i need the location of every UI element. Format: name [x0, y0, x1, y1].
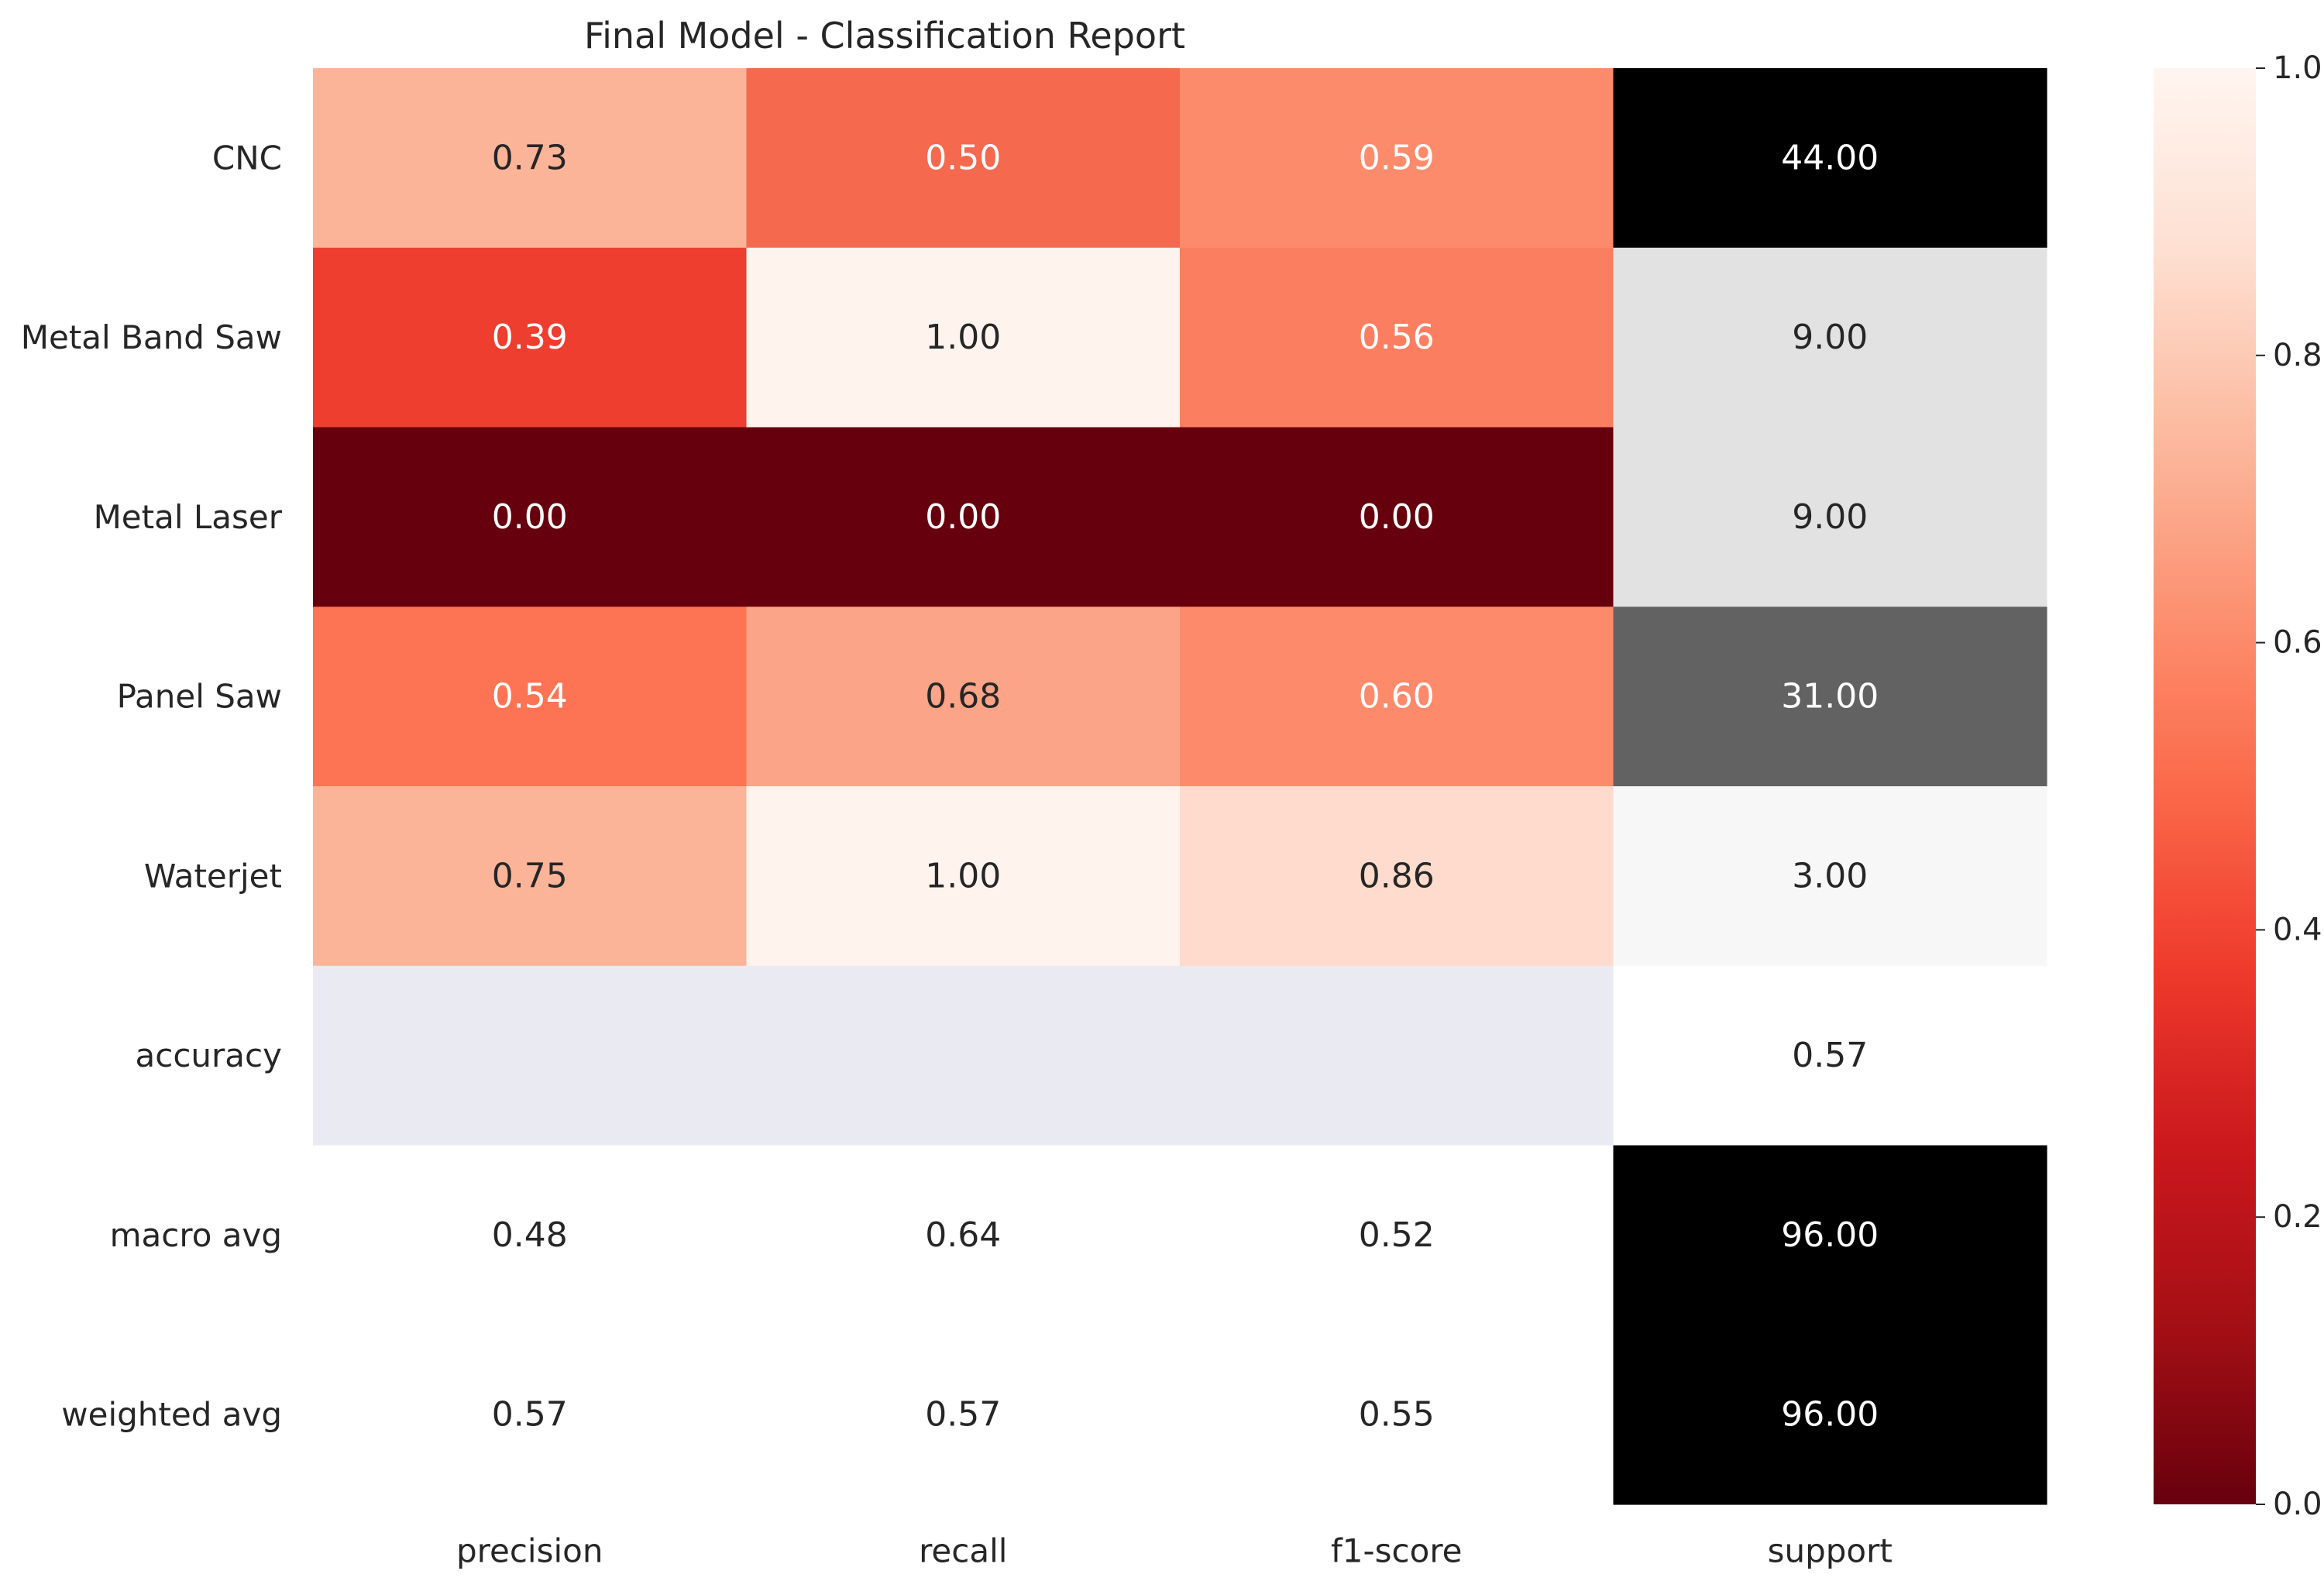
- cell-label-panel-saw-recall: 0.68: [925, 677, 1001, 717]
- column-label-support: support: [1768, 1532, 1893, 1570]
- cell-label-cnc-support: 44.00: [1781, 138, 1879, 177]
- colorbar-tick-label: 0.0: [2273, 1487, 2322, 1522]
- heatmap-cell-panel-saw-support: [1613, 607, 2047, 787]
- cell-label-panel-saw-precision: 0.54: [492, 677, 568, 717]
- colorbar-ticks: 0.0 0.2 0.4 0.6 0.8 1.0: [2256, 50, 2322, 1522]
- row-label-metal-laser: Metal Laser: [94, 498, 283, 536]
- heatmap-cell-weighted-avg-f1-score: [1180, 1325, 1614, 1505]
- row-label-accuracy: accuracy: [136, 1036, 283, 1074]
- heatmap-cell-metal-band-saw-precision: [313, 247, 748, 428]
- cell-label-waterjet-precision: 0.75: [492, 856, 568, 895]
- cell-label-metal-laser-f1-score: 0.00: [1359, 497, 1435, 537]
- heatmap-cell-panel-saw-f1-score: [1180, 607, 1614, 787]
- cell-label-panel-saw-f1-score: 0.60: [1359, 677, 1435, 717]
- column-label-f1-score: f1-score: [1331, 1532, 1463, 1570]
- colorbar-gradient: [2154, 68, 2256, 1504]
- cell-label-metal-laser-recall: 0.00: [925, 497, 1001, 537]
- heatmap-cell-weighted-avg-recall: [746, 1325, 1181, 1505]
- heatmap-cell-metal-band-saw-f1-score: [1180, 247, 1614, 428]
- cell-label-accuracy-support: 0.57: [1792, 1036, 1868, 1075]
- cell-label-cnc-f1-score: 0.59: [1359, 138, 1435, 177]
- heatmap-cell-panel-saw-precision: [313, 607, 748, 787]
- heatmap-cell-waterjet-f1-score: [1180, 786, 1614, 967]
- colorbar-tick-label: 0.4: [2273, 912, 2322, 947]
- cell-label-weighted-avg-f1-score: 0.55: [1359, 1395, 1435, 1435]
- heatmap-cell-macro-avg-support: [1613, 1145, 2047, 1325]
- cell-label-macro-avg-precision: 0.48: [492, 1215, 568, 1255]
- colorbar: 0.0 0.2 0.4 0.6 0.8 1.0: [2154, 50, 2322, 1522]
- heatmap-cell-cnc-precision: [313, 68, 748, 249]
- cell-label-metal-laser-support: 9.00: [1792, 497, 1868, 537]
- heatmap-cell-metal-laser-recall: [746, 427, 1181, 607]
- column-label-precision: precision: [456, 1532, 603, 1570]
- cell-label-weighted-avg-recall: 0.57: [925, 1395, 1001, 1435]
- cell-label-macro-avg-f1-score: 0.52: [1359, 1215, 1435, 1255]
- heatmap-cell-weighted-avg-support: [1613, 1325, 2047, 1505]
- cell-label-waterjet-f1-score: 0.86: [1359, 856, 1435, 895]
- heatmap-cell-accuracy-recall: [746, 965, 1181, 1146]
- heatmap-cell-cnc-f1-score: [1180, 68, 1614, 249]
- heatmap-cell-accuracy-precision: [313, 965, 748, 1146]
- colorbar-tick-label: 0.2: [2273, 1199, 2322, 1235]
- heatmap-cell-metal-band-saw-support: [1613, 247, 2047, 428]
- heatmap-cell-weighted-avg-precision: [313, 1325, 748, 1505]
- cell-label-metal-band-saw-recall: 1.00: [925, 318, 1001, 357]
- heatmap-cell-accuracy-f1-score: [1180, 965, 1614, 1146]
- heatmap-cell-macro-avg-recall: [746, 1145, 1181, 1325]
- row-label-weighted-avg: weighted avg: [61, 1396, 282, 1434]
- row-label-metal-band-saw: Metal Band Saw: [21, 318, 282, 356]
- chart-title: Final Model - Classification Report: [584, 15, 1185, 57]
- cell-label-metal-laser-precision: 0.00: [492, 497, 568, 537]
- heatmap-cell-waterjet-recall: [746, 786, 1181, 967]
- cell-label-macro-avg-recall: 0.64: [925, 1215, 1001, 1255]
- cell-label-weighted-avg-precision: 0.57: [492, 1395, 568, 1435]
- heatmap-cell-macro-avg-precision: [313, 1145, 748, 1325]
- cell-label-weighted-avg-support: 96.00: [1781, 1395, 1879, 1435]
- heatmap-cell-metal-laser-precision: [313, 427, 748, 607]
- heatmap-cell-macro-avg-f1-score: [1180, 1145, 1614, 1325]
- column-labels: precision recall f1-score support: [456, 1532, 1893, 1570]
- heatmap-cell-labels: 0.73 0.50 0.59 44.00 0.39 1.00 0.56 9.00 0.00 0.0…: [492, 138, 1879, 1434]
- column-label-recall: recall: [919, 1532, 1007, 1570]
- heatmap-cell-accuracy-support: [1613, 965, 2047, 1146]
- row-label-macro-avg: macro avg: [110, 1216, 282, 1254]
- heatmap-cell-panel-saw-recall: [746, 607, 1181, 787]
- heatmap-cell-metal-band-saw-recall: [746, 247, 1181, 428]
- cell-label-metal-band-saw-precision: 0.39: [492, 318, 568, 357]
- row-label-waterjet: Waterjet: [144, 857, 282, 895]
- cell-label-macro-avg-support: 96.00: [1781, 1215, 1879, 1255]
- cell-label-metal-band-saw-support: 9.00: [1792, 318, 1868, 357]
- heatmap-cell-metal-laser-f1-score: [1180, 427, 1614, 607]
- cell-label-cnc-recall: 0.50: [925, 138, 1001, 177]
- heatmap-cells: [313, 68, 2047, 1505]
- cell-label-waterjet-support: 3.00: [1792, 856, 1868, 895]
- colorbar-tick-label: 1.0: [2273, 50, 2322, 86]
- heatmap-cell-waterjet-support: [1613, 786, 2047, 967]
- heatmap-cell-cnc-recall: [746, 68, 1181, 249]
- cell-label-metal-band-saw-f1-score: 0.56: [1359, 318, 1435, 357]
- cell-label-waterjet-recall: 1.00: [925, 856, 1001, 895]
- colorbar-tick-label: 0.6: [2273, 625, 2322, 661]
- heatmap-cell-cnc-support: [1613, 68, 2047, 249]
- row-label-panel-saw: Panel Saw: [117, 678, 282, 716]
- heatmap-cell-waterjet-precision: [313, 786, 748, 967]
- cell-label-panel-saw-support: 31.00: [1781, 677, 1879, 717]
- row-label-cnc: CNC: [212, 139, 282, 177]
- colorbar-tick-label: 0.8: [2273, 338, 2322, 373]
- row-labels: CNC Metal Band Saw Metal Laser Panel Saw Wat…: [21, 139, 283, 1433]
- heatmap-cell-metal-laser-support: [1613, 427, 2047, 607]
- cell-label-cnc-precision: 0.73: [492, 138, 568, 177]
